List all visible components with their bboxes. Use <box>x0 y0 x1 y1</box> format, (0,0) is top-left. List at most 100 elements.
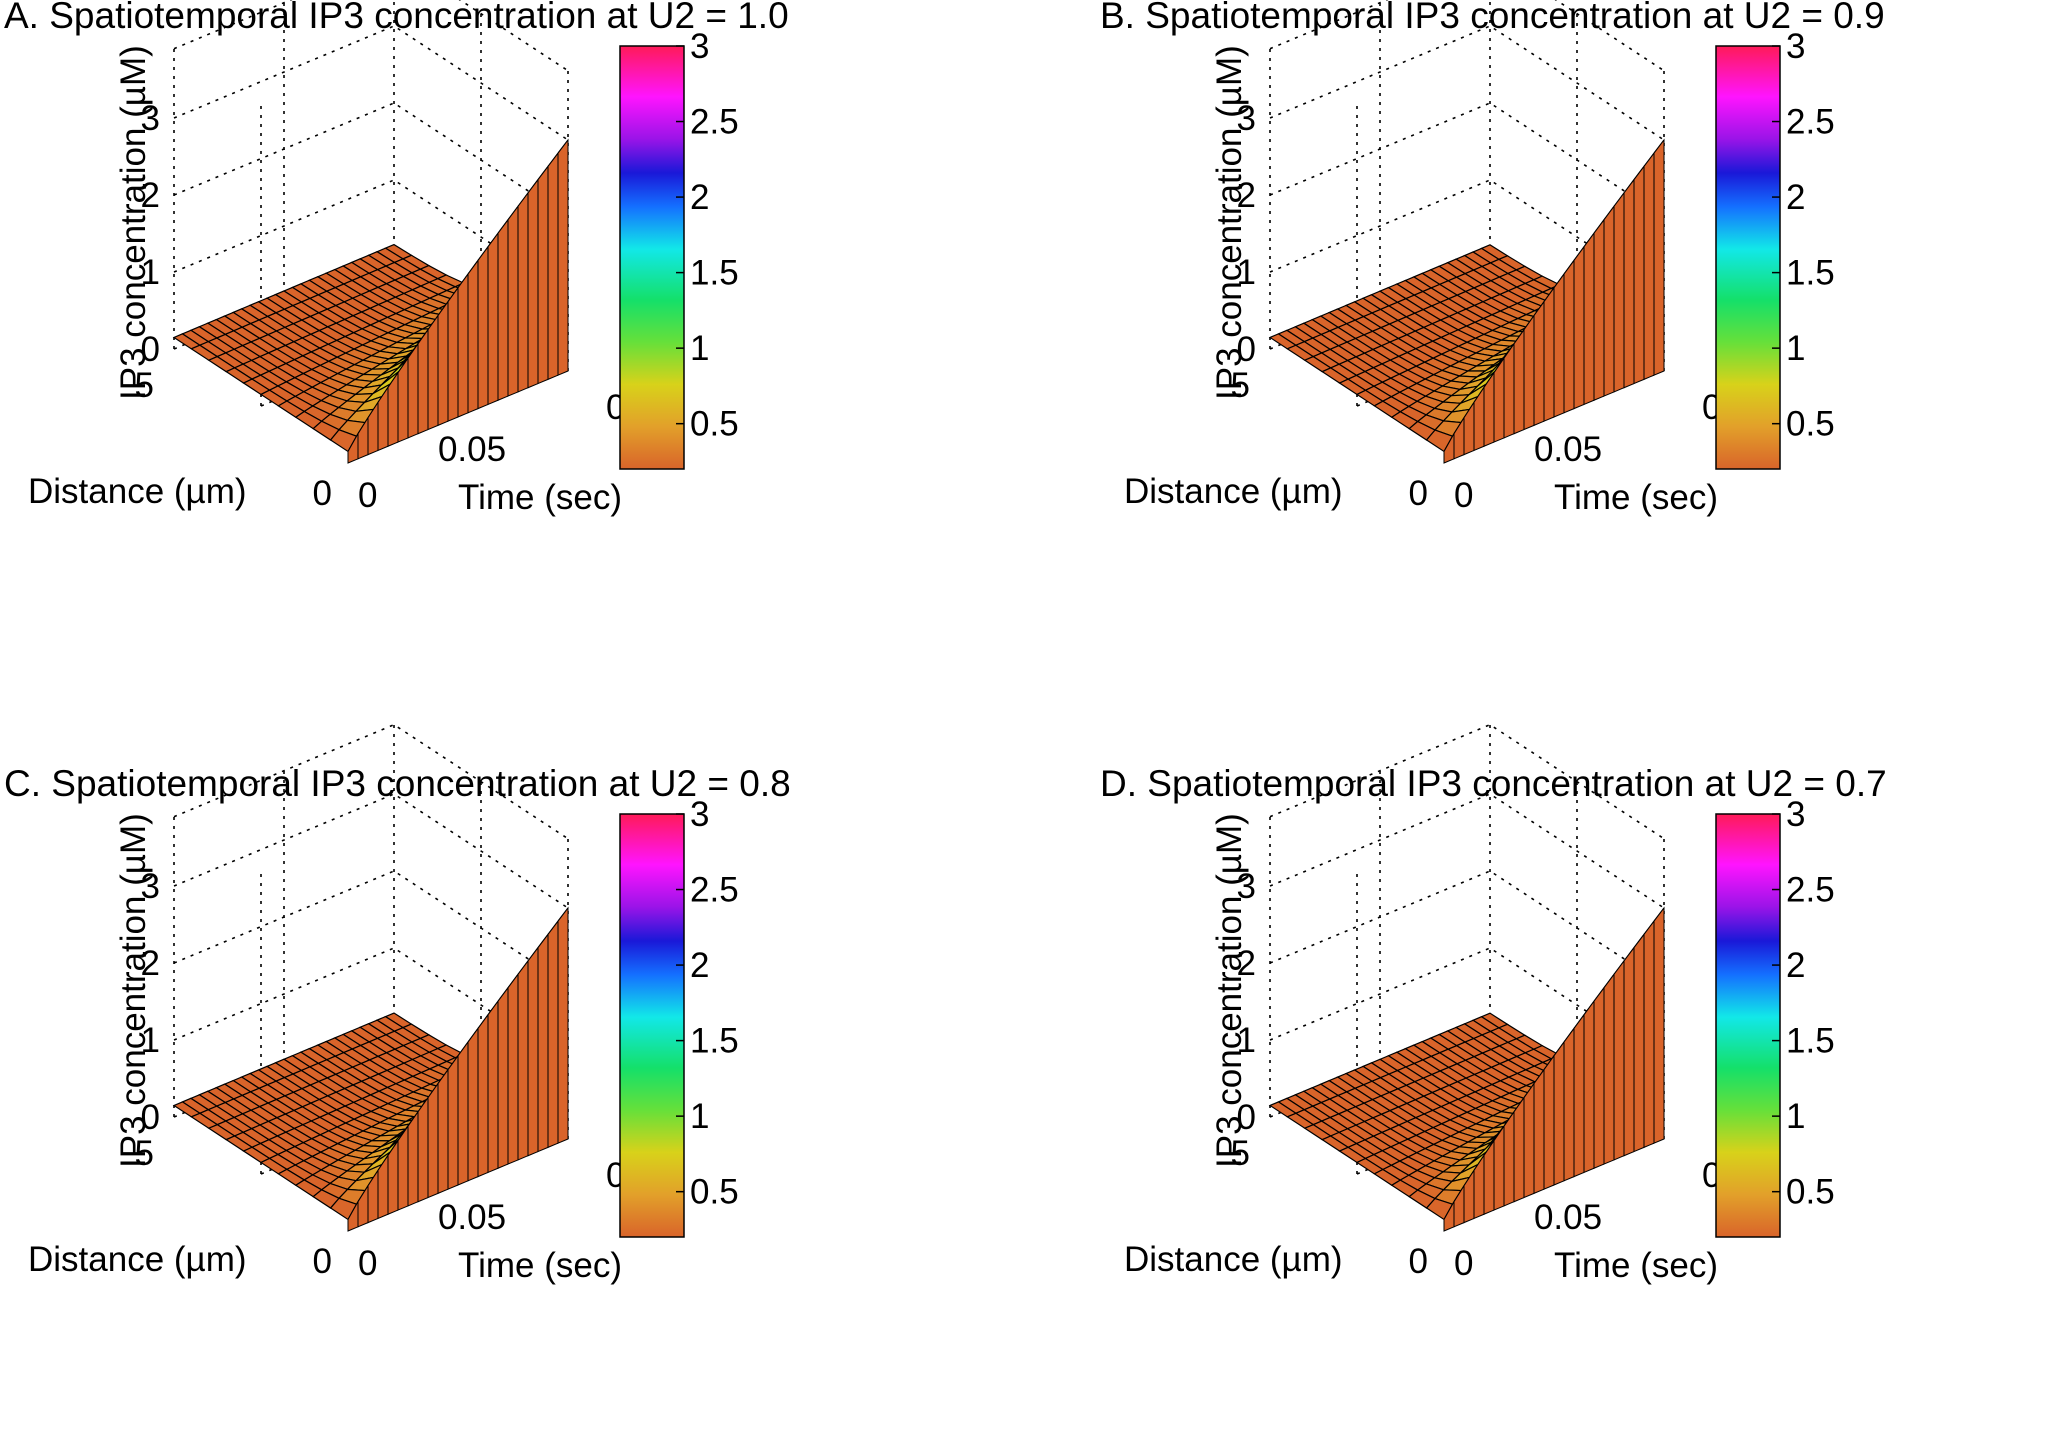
colorbar: 0.5 1 1.5 2 2.5 3 <box>619 795 739 1238</box>
surface-facet <box>517 191 529 393</box>
panel-title: C. Spatiotemporal IP3 concentration at U… <box>4 763 791 804</box>
surface-facet <box>1623 178 1635 389</box>
surface-facet <box>1603 204 1615 397</box>
surface-facet <box>1573 1013 1585 1178</box>
y-tick-label: 5 <box>135 366 154 405</box>
x-tick-label: 0 <box>358 476 377 515</box>
colorbar-bar <box>1715 45 1781 470</box>
colorbar-tick-label: 1.5 <box>1786 254 1835 293</box>
surface-facet <box>417 1096 429 1203</box>
surface-facet <box>457 1040 469 1186</box>
grid-line <box>173 25 569 141</box>
surface-plot <box>1268 906 1665 1232</box>
colorbar-bar <box>619 813 685 1238</box>
surface-facet <box>417 328 429 435</box>
colorbar-tick-label: 0.5 <box>690 1173 739 1212</box>
z-tick-label: 1 <box>141 253 160 292</box>
y-axis-label: Distance (µm) <box>1124 1240 1343 1279</box>
x-axis-label: Time (sec) <box>458 1246 622 1285</box>
surface-facet <box>497 218 509 402</box>
y-tick-label: 5 <box>1231 366 1250 405</box>
grid-line <box>1269 870 1665 986</box>
surface-facet <box>527 946 539 1157</box>
y-tick-label: 0 <box>1409 1242 1428 1281</box>
surface-facet <box>1493 1124 1505 1211</box>
colorbar-tick-label: 3 <box>1786 27 1805 66</box>
colorbar-tick-label: 0.5 <box>1786 405 1835 444</box>
surface-facet <box>1543 1054 1555 1190</box>
colorbar-tick-label: 1.5 <box>690 254 739 293</box>
y-tick-label: 0 <box>313 1242 332 1281</box>
surface-facet <box>1523 314 1535 431</box>
surface-facet <box>557 138 569 376</box>
colorbar-tick-label: 2.5 <box>1786 103 1835 142</box>
colorbar-tick-label: 3 <box>690 795 709 834</box>
surface-facet <box>1643 151 1655 381</box>
colorbar-tick-label: 2 <box>1786 178 1805 217</box>
z-axis-label: IP3 concentration (µM) <box>1210 45 1249 400</box>
surface-facet <box>1563 1026 1575 1182</box>
colorbar-tick-label: 0.5 <box>1786 1173 1835 1212</box>
surface-facet <box>1523 1082 1535 1199</box>
z-tick-label: 2 <box>1237 176 1256 215</box>
z-tick-label: 1 <box>1237 253 1256 292</box>
surface-facet <box>1643 919 1655 1149</box>
surface-facet <box>507 972 519 1165</box>
chart-panel-D: D. Spatiotemporal IP3 concentration at U… <box>1100 723 1887 1285</box>
surface-facet <box>1653 906 1665 1144</box>
x-axis-label: Time (sec) <box>1554 478 1718 517</box>
grid-line <box>173 102 569 218</box>
colorbar-tick-label: 1 <box>1786 1097 1805 1136</box>
colorbar-tick-label: 1 <box>690 1097 709 1136</box>
surface-facet <box>397 356 409 443</box>
colorbar-tick-label: 2.5 <box>690 103 739 142</box>
z-tick-label: 0 <box>141 330 160 369</box>
surface-facet <box>557 906 569 1144</box>
surface-facet <box>547 151 559 381</box>
surface-facet <box>407 342 419 439</box>
colorbar-tick-label: 1 <box>1786 329 1805 368</box>
grid-line <box>1269 793 1665 909</box>
x-axis-label: Time (sec) <box>458 478 622 517</box>
y-tick-label: 0 <box>1409 474 1428 513</box>
z-tick-label: 2 <box>141 944 160 983</box>
z-tick-label: 0 <box>1237 1098 1256 1137</box>
panel-title: B. Spatiotemporal IP3 concentration at U… <box>1100 0 1885 36</box>
surface-facet <box>1593 218 1605 402</box>
x-tick-label: 0 <box>1454 1244 1473 1283</box>
chart-panel-C: C. Spatiotemporal IP3 concentration at U… <box>4 723 791 1285</box>
colorbar-bar <box>619 45 685 470</box>
x-tick-label: 0.05 <box>438 430 506 469</box>
y-tick-label: 0 <box>313 474 332 513</box>
colorbar: 0.5 1 1.5 2 2.5 3 <box>1715 27 1835 470</box>
colorbar: 0.5 1 1.5 2 2.5 3 <box>1715 795 1835 1238</box>
colorbar-tick-label: 2 <box>690 946 709 985</box>
colorbar-tick-label: 1 <box>690 329 709 368</box>
surface-facet <box>1563 258 1575 414</box>
surface-facet <box>427 1082 439 1199</box>
surface-facet <box>487 231 499 406</box>
surface-front-face <box>347 906 569 1232</box>
surface-facet <box>1583 999 1595 1174</box>
surface-facet <box>447 1054 459 1190</box>
surface-front-face <box>347 138 569 464</box>
surface-facet <box>1593 986 1605 1170</box>
surface-facet <box>1623 946 1635 1157</box>
colorbar-tick-label: 2 <box>690 178 709 217</box>
z-tick-label: 3 <box>1237 99 1256 138</box>
z-tick-label: 2 <box>141 176 160 215</box>
colorbar-tick-label: 2 <box>1786 946 1805 985</box>
x-tick-label: 0.05 <box>1534 1198 1602 1237</box>
surface-facet <box>1503 342 1515 439</box>
panel-title: D. Spatiotemporal IP3 concentration at U… <box>1100 763 1887 804</box>
grid-line <box>173 793 569 909</box>
x-tick-label: 0 <box>1454 476 1473 515</box>
surface-facet <box>1603 972 1615 1165</box>
surface-facet <box>457 272 469 418</box>
surface-facet <box>527 178 539 389</box>
surface-facet <box>1633 932 1645 1153</box>
